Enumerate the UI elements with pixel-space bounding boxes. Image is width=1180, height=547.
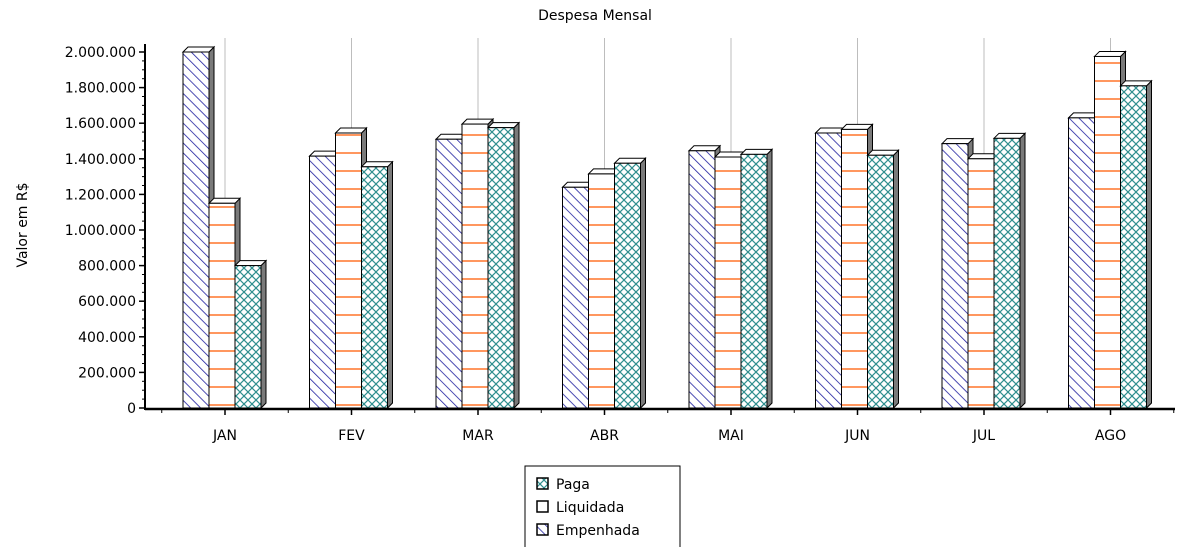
bars <box>181 45 1153 410</box>
x-tick-label-jul: JUL <box>972 428 995 444</box>
bar-paga-jul <box>992 132 1027 410</box>
y-axis-label: Valor em R$ <box>15 182 31 267</box>
x-tick-label-mai: MAI <box>718 428 744 444</box>
y-tick-label: 0 <box>127 401 136 417</box>
legend-label: Liquidada <box>556 500 624 516</box>
y-tick-label: 1.800.000 <box>65 81 136 97</box>
chart-title: Despesa Mensal <box>538 8 652 24</box>
x-tick-label-jun: JUN <box>844 428 870 444</box>
bar-empenhada-jul <box>940 137 975 410</box>
legend-item-empenhada: Empenhada <box>536 523 640 539</box>
bar-paga-jun <box>866 149 900 410</box>
y-tick-label: 800.000 <box>78 259 136 275</box>
bar-paga-mar <box>486 121 521 410</box>
x-tick-label-ago: AGO <box>1095 428 1126 444</box>
legend: Paga Liquidada Empenhada <box>524 465 681 547</box>
legend-swatch <box>536 477 549 490</box>
legend-label: Paga <box>556 477 590 493</box>
legend-swatch <box>536 500 549 513</box>
bar-paga-abr <box>613 157 647 410</box>
y-tick-label: 600.000 <box>78 294 136 310</box>
bar-paga-ago <box>1119 79 1153 410</box>
x-tick-label-mar: MAR <box>462 428 494 444</box>
legend-item-liquidada: Liquidada <box>536 500 624 516</box>
y-tick-label: 400.000 <box>78 330 136 346</box>
x-tick-label-fev: FEV <box>338 428 365 444</box>
bar-paga-mai <box>739 148 774 410</box>
legend-item-paga: Paga <box>536 477 590 493</box>
y-tick-label: 1.600.000 <box>65 116 136 132</box>
bar-paga-fev <box>360 160 394 410</box>
legend-label: Empenhada <box>556 523 640 539</box>
y-tick-label: 1.400.000 <box>65 152 136 168</box>
y-tick-label: 1.000.000 <box>65 223 136 239</box>
y-tick-label: 200.000 <box>78 365 136 381</box>
legend-swatch <box>536 523 549 536</box>
bar-paga-jan <box>233 259 268 410</box>
x-tick-label-jan: JAN <box>212 428 237 444</box>
legend-box <box>524 465 681 547</box>
y-tick-label: 1.200.000 <box>65 187 136 203</box>
y-tick-label: 2.000.000 <box>65 45 136 61</box>
bar-liquidada-jan <box>207 197 242 410</box>
axis-labels: 0 200.000 400.000 600.000 800.000 1.000.000 1.… <box>65 45 1126 444</box>
axes <box>139 44 1175 415</box>
x-tick-label-abr: ABR <box>590 428 619 444</box>
